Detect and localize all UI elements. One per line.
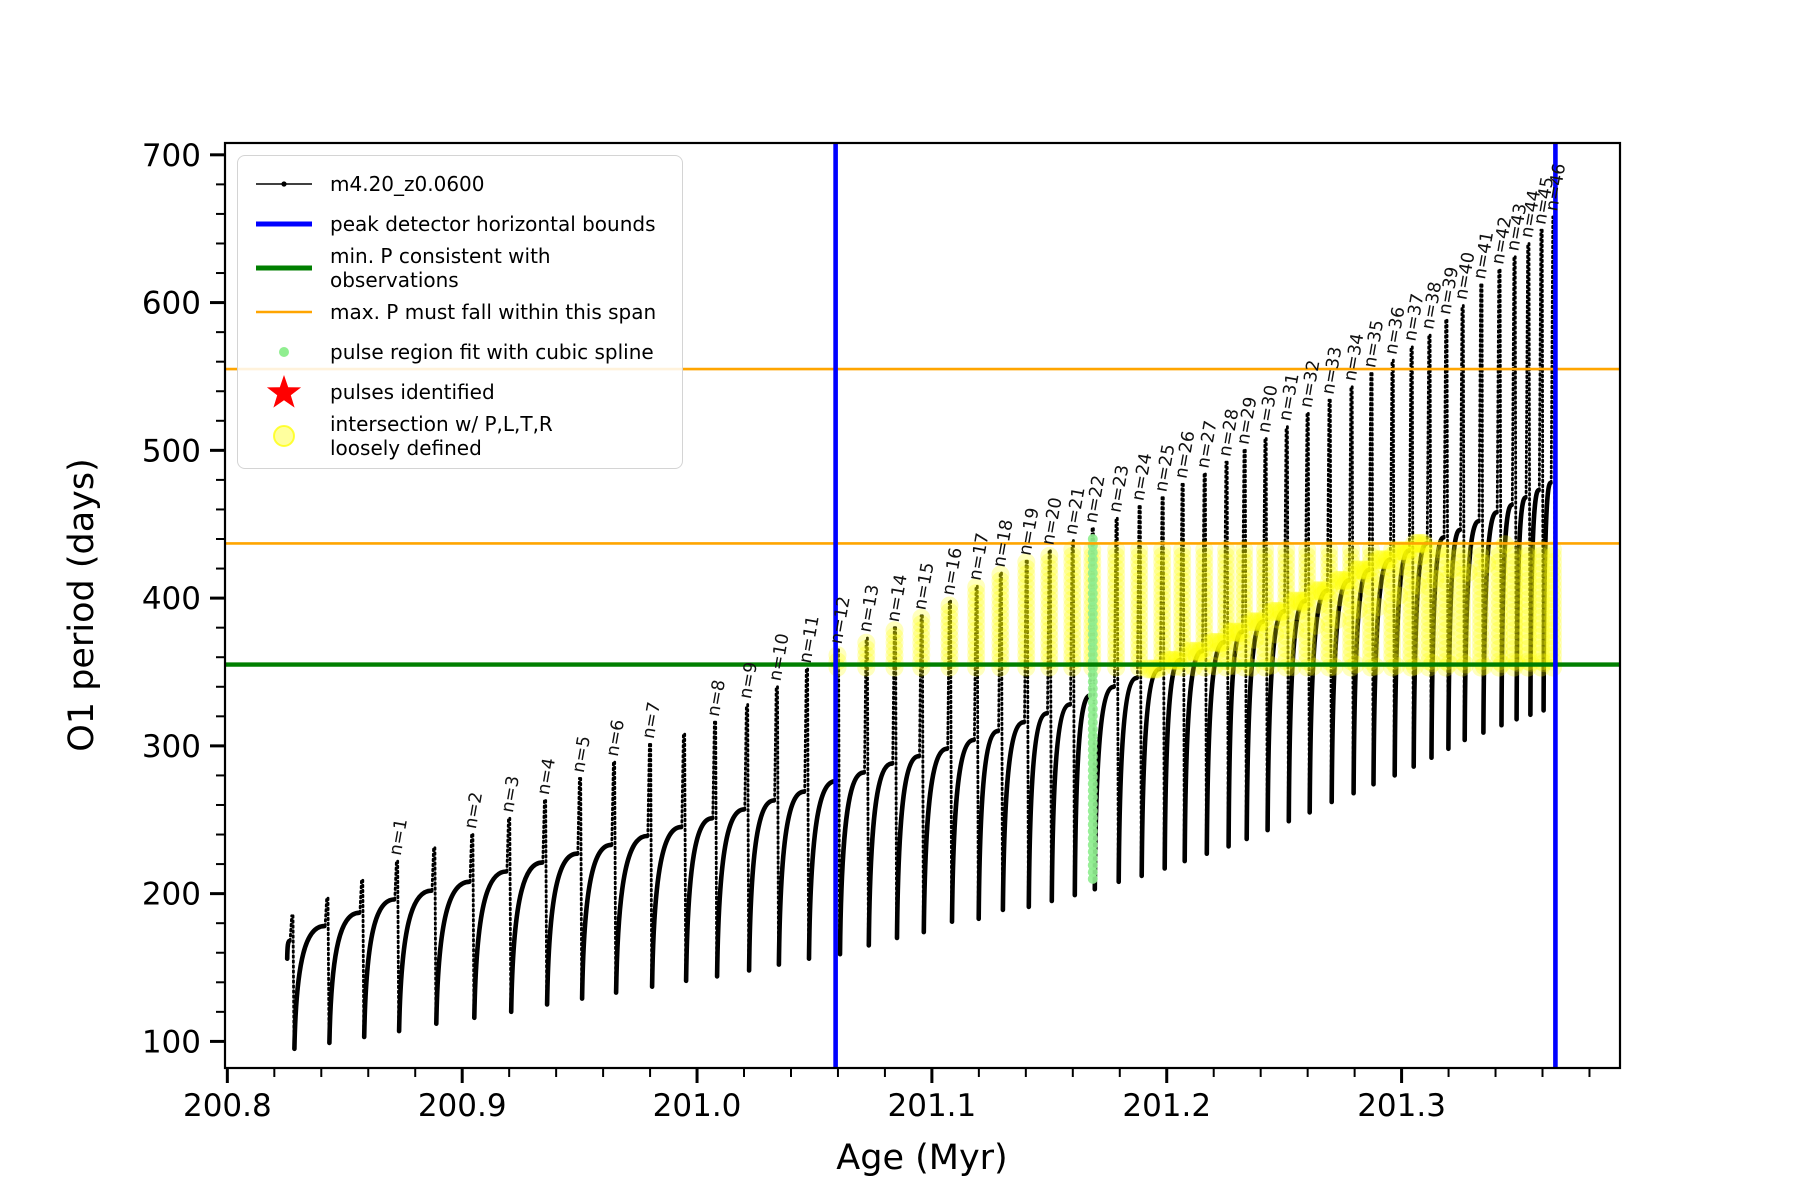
legend-label: peak detector horizontal bounds <box>330 212 656 236</box>
orange-line-icon <box>256 310 312 314</box>
legend-label: pulse region fit with cubic spline <box>330 340 654 364</box>
x-axis-tick-label: 201.1 <box>888 1088 977 1124</box>
legend-label: m4.20_z0.0600 <box>330 172 485 196</box>
axes-group: 200.8 200.9 201.0 201.1 201.2 201.3 100 200 300 4… <box>142 138 1622 1124</box>
legend-marker <box>248 292 320 332</box>
y-axis-tick-label: 400 <box>142 581 201 617</box>
legend-label: min. P consistent with observations <box>330 244 551 292</box>
legend-item-6: intersection w/ P,L,T,R loosely defined <box>248 412 670 460</box>
series-spikes <box>288 215 1557 1051</box>
y-axis-title: O1 period (days) <box>62 458 102 752</box>
legend-item-0: m4.20_z0.0600 <box>248 164 670 204</box>
legend-item-1: peak detector horizontal bounds <box>248 204 670 244</box>
x-axis-tick-label: 201.2 <box>1122 1088 1211 1124</box>
pulse-star-icon <box>266 375 302 408</box>
x-axis-title: Age (Myr) <box>836 1138 1008 1178</box>
legend-item-4: pulse region fit with cubic spline <box>248 332 670 372</box>
x-axis-tick-label: 200.9 <box>418 1088 507 1124</box>
plot-border <box>223 141 1622 1070</box>
y-axis-tick-label: 700 <box>142 138 201 174</box>
legend-marker <box>248 372 320 412</box>
intersection-markers-group <box>828 533 1562 679</box>
legend-marker <box>248 416 320 456</box>
legend-marker <box>248 164 320 204</box>
legend-item-5: pulses identified <box>248 372 670 412</box>
legend-item-2: min. P consistent with observations <box>248 244 670 292</box>
intersection-circle-icon <box>273 425 295 447</box>
y-axis-tick-label: 100 <box>142 1024 201 1060</box>
legend-label: pulses identified <box>330 380 495 404</box>
y-axis-tick-label: 300 <box>142 729 201 765</box>
legend-marker <box>248 248 320 288</box>
reference-lines-group <box>225 143 1620 1068</box>
x-axis-tick-label: 200.8 <box>183 1088 272 1124</box>
legend-item-3: max. P must fall within this span <box>248 292 670 332</box>
x-axis-tick-label: 201.3 <box>1357 1088 1446 1124</box>
legend-label: max. P must fall within this span <box>330 300 657 324</box>
legend-label: intersection w/ P,L,T,R loosely defined <box>330 412 553 460</box>
y-axis-tick-label: 600 <box>142 286 201 322</box>
y-axis-tick-label: 200 <box>142 877 201 913</box>
spline-fit-dots-group <box>1087 534 1098 884</box>
series-rise-curves <box>284 480 1553 1052</box>
spline-dot-icon <box>279 347 289 357</box>
legend-marker <box>248 332 320 372</box>
x-axis-tick-label: 201.0 <box>653 1088 742 1124</box>
y-axis-tick-label: 500 <box>142 433 201 469</box>
series-teeth-group <box>284 215 1557 1052</box>
series-line-icon <box>256 181 312 187</box>
legend-marker <box>248 204 320 244</box>
green-line-icon <box>256 265 312 271</box>
blue-line-icon <box>256 221 312 227</box>
